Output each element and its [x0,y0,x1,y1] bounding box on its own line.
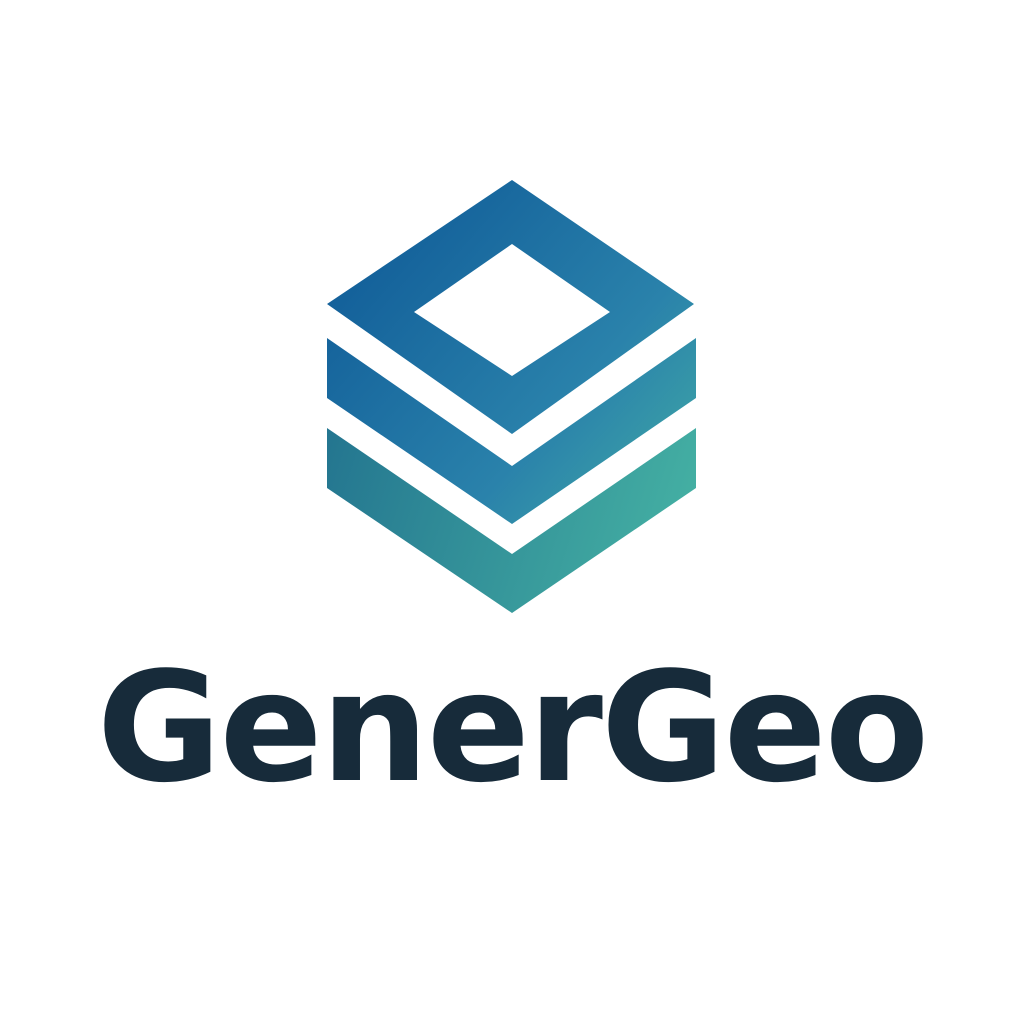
bottom-layer-chevron [327,428,696,613]
brand-name: GenerGeo [96,639,929,816]
top-layer-diamond [327,180,694,434]
middle-layer-chevron [327,338,696,524]
